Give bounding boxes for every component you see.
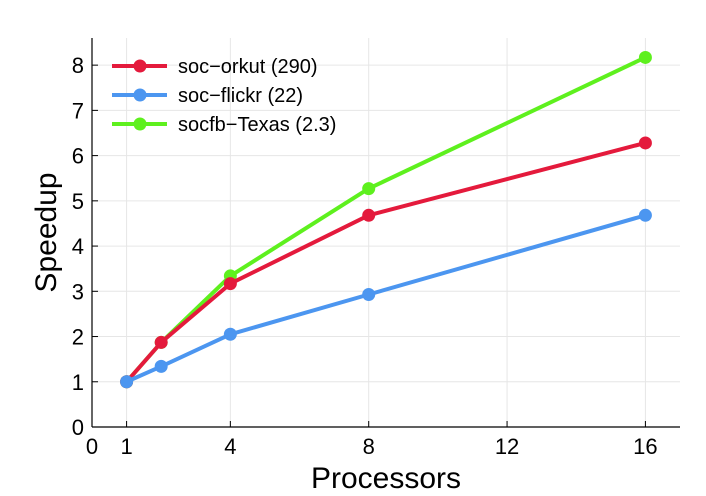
- y-axis-title: Speedup: [30, 172, 63, 292]
- x-tick-label: 8: [363, 434, 375, 459]
- legend-marker: [133, 88, 147, 102]
- y-tick-label: 8: [72, 53, 84, 78]
- y-tick-label: 4: [72, 234, 84, 259]
- legend: soc−orkut (290) soc−flickr (22) socfb−Texa…: [112, 56, 336, 136]
- y-tick-label: 1: [72, 370, 84, 395]
- axes: [91, 38, 680, 428]
- data-point: [362, 208, 376, 222]
- x-tick-label: 16: [633, 434, 657, 459]
- data-point: [154, 335, 168, 349]
- plot-area: [120, 50, 652, 389]
- data-point: [223, 277, 237, 291]
- legend-marker: [133, 117, 147, 131]
- x-axis-title: Processors: [311, 462, 461, 495]
- x-tick-label: 4: [224, 434, 236, 459]
- y-tick-label: 5: [72, 189, 84, 214]
- legend-label: soc−flickr (22): [178, 85, 303, 107]
- y-tick-label: 6: [72, 144, 84, 169]
- y-tick-label: 3: [72, 279, 84, 304]
- legend-label: soc−orkut (290): [178, 56, 318, 78]
- data-point: [223, 327, 237, 341]
- y-tick-label: 0: [72, 415, 84, 440]
- grid: [91, 38, 680, 428]
- data-point: [362, 287, 376, 301]
- data-point: [638, 50, 652, 64]
- data-point: [638, 136, 652, 150]
- legend-label: socfb−Texas (2.3): [178, 114, 336, 136]
- x-tick-label: 12: [495, 434, 519, 459]
- data-point: [362, 182, 376, 196]
- x-tick-label: 0: [86, 434, 98, 459]
- data-point: [154, 359, 168, 373]
- y-tick-label: 7: [72, 98, 84, 123]
- data-point: [120, 375, 134, 389]
- legend-marker: [133, 59, 147, 73]
- y-tick-label: 2: [72, 325, 84, 350]
- data-point: [638, 208, 652, 222]
- x-tick-label: 1: [120, 434, 132, 459]
